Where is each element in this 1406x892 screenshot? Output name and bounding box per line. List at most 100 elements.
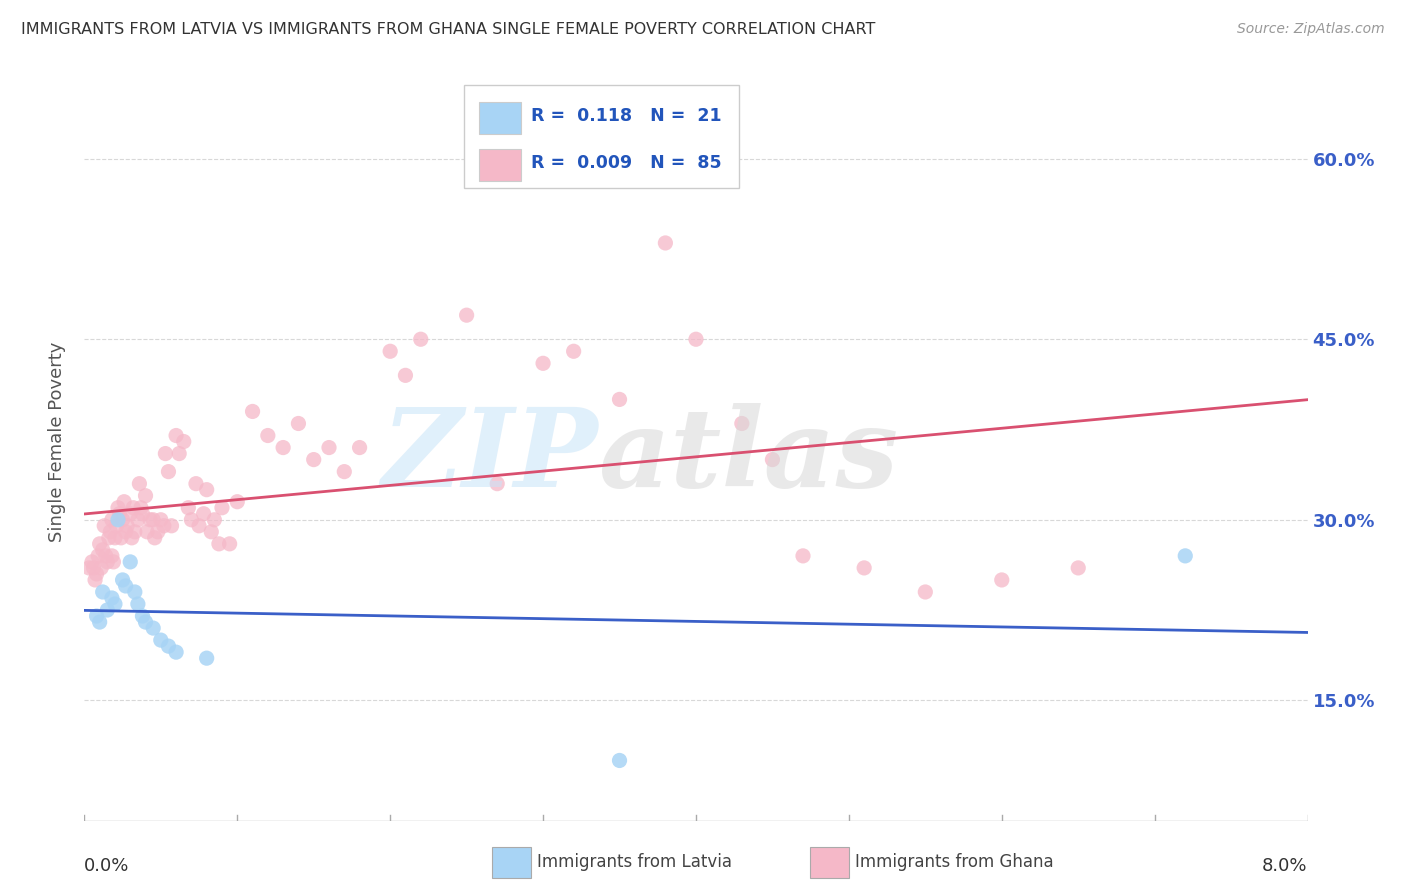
Point <box>991 573 1014 587</box>
Point <box>177 500 200 515</box>
Point <box>90 561 112 575</box>
Point <box>792 549 814 563</box>
Point <box>80 555 103 569</box>
Point <box>111 573 134 587</box>
Point <box>853 561 876 575</box>
Point <box>105 518 128 533</box>
Text: Immigrants from Ghana: Immigrants from Ghana <box>855 854 1053 871</box>
Point <box>193 507 215 521</box>
Point <box>96 603 118 617</box>
Point <box>914 585 936 599</box>
Point <box>195 651 218 665</box>
Point <box>103 555 125 569</box>
Point <box>486 476 509 491</box>
Point <box>127 513 149 527</box>
Point <box>96 555 118 569</box>
Point <box>89 537 111 551</box>
Point <box>761 452 783 467</box>
Point <box>218 537 240 551</box>
Point <box>200 524 222 539</box>
Point <box>86 609 108 624</box>
Point <box>165 428 187 442</box>
Point <box>112 494 135 508</box>
Point <box>111 513 134 527</box>
Point <box>114 524 136 539</box>
Point <box>318 441 340 455</box>
Point <box>131 507 153 521</box>
Point <box>128 476 150 491</box>
Text: IMMIGRANTS FROM LATVIA VS IMMIGRANTS FROM GHANA SINGLE FEMALE POVERTY CORRELATIO: IMMIGRANTS FROM LATVIA VS IMMIGRANTS FRO… <box>21 22 876 37</box>
Point <box>127 597 149 611</box>
Point <box>654 235 676 250</box>
Point <box>609 392 631 407</box>
FancyBboxPatch shape <box>479 149 522 181</box>
Point <box>394 368 416 383</box>
Point <box>202 513 225 527</box>
Text: 0.0%: 0.0% <box>84 856 129 875</box>
Point <box>120 507 142 521</box>
Text: ZIP: ZIP <box>381 403 598 510</box>
Point <box>149 513 172 527</box>
Point <box>104 531 127 545</box>
Point <box>110 531 132 545</box>
Point <box>180 513 202 527</box>
FancyBboxPatch shape <box>492 847 531 878</box>
Point <box>456 308 478 322</box>
Point <box>165 645 187 659</box>
Point <box>136 524 159 539</box>
FancyBboxPatch shape <box>464 85 738 187</box>
Point <box>731 417 754 431</box>
Point <box>91 585 114 599</box>
Point <box>114 579 136 593</box>
FancyBboxPatch shape <box>479 102 522 134</box>
Point <box>115 518 138 533</box>
Point <box>108 507 131 521</box>
Point <box>380 344 402 359</box>
Point <box>1174 549 1197 563</box>
Point <box>287 417 309 431</box>
Point <box>86 566 108 581</box>
Point <box>349 441 371 455</box>
Text: atlas: atlas <box>598 403 898 510</box>
Text: 8.0%: 8.0% <box>1263 856 1308 875</box>
Text: R =  0.118   N =  21: R = 0.118 N = 21 <box>531 106 721 125</box>
Point <box>257 428 280 442</box>
Point <box>1067 561 1090 575</box>
Point <box>211 500 233 515</box>
Point <box>124 585 146 599</box>
Point <box>77 561 100 575</box>
Point <box>271 441 294 455</box>
Point <box>155 446 177 460</box>
Point <box>101 513 124 527</box>
Point <box>91 542 114 557</box>
Point <box>120 555 142 569</box>
Point <box>208 537 231 551</box>
Point <box>173 434 195 449</box>
Point <box>157 465 180 479</box>
Point <box>101 549 124 563</box>
Text: R =  0.009   N =  85: R = 0.009 N = 85 <box>531 153 721 171</box>
Point <box>89 615 111 629</box>
Point <box>242 404 264 418</box>
Point <box>83 561 105 575</box>
Point <box>135 615 157 629</box>
Point <box>131 609 153 624</box>
Text: Source: ZipAtlas.com: Source: ZipAtlas.com <box>1237 22 1385 37</box>
Point <box>87 549 110 563</box>
Point <box>135 489 157 503</box>
Point <box>685 332 707 346</box>
Point <box>93 518 115 533</box>
Point <box>160 518 183 533</box>
Point <box>531 356 554 370</box>
Point <box>94 549 117 563</box>
Point <box>107 500 129 515</box>
Point <box>167 446 190 460</box>
Point <box>142 621 165 635</box>
Point <box>149 633 172 648</box>
Point <box>143 531 166 545</box>
Point <box>124 524 146 539</box>
Point <box>195 483 218 497</box>
Point <box>409 332 432 346</box>
Point <box>84 573 107 587</box>
Point <box>142 513 165 527</box>
